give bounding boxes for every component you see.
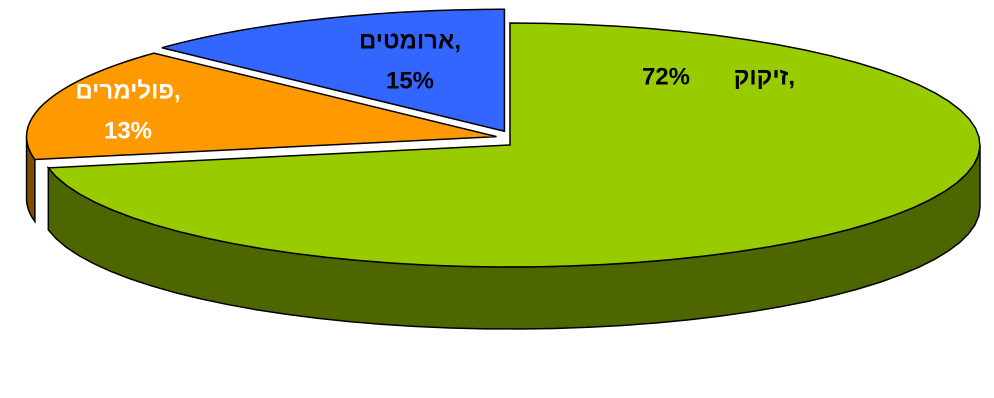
category-label: ארומטים, <box>359 27 461 54</box>
category-label: פולימרים, <box>75 77 180 104</box>
slice-top <box>25 52 497 161</box>
slice <box>46 22 981 330</box>
slice-top <box>46 22 981 268</box>
value-label: 72% <box>642 63 690 90</box>
slice <box>161 8 506 133</box>
value-label: 15% <box>386 67 434 94</box>
slice-top <box>161 8 506 133</box>
slice <box>25 52 497 224</box>
value-label: 13% <box>104 117 152 144</box>
category-label: זיקוק, <box>734 63 795 90</box>
